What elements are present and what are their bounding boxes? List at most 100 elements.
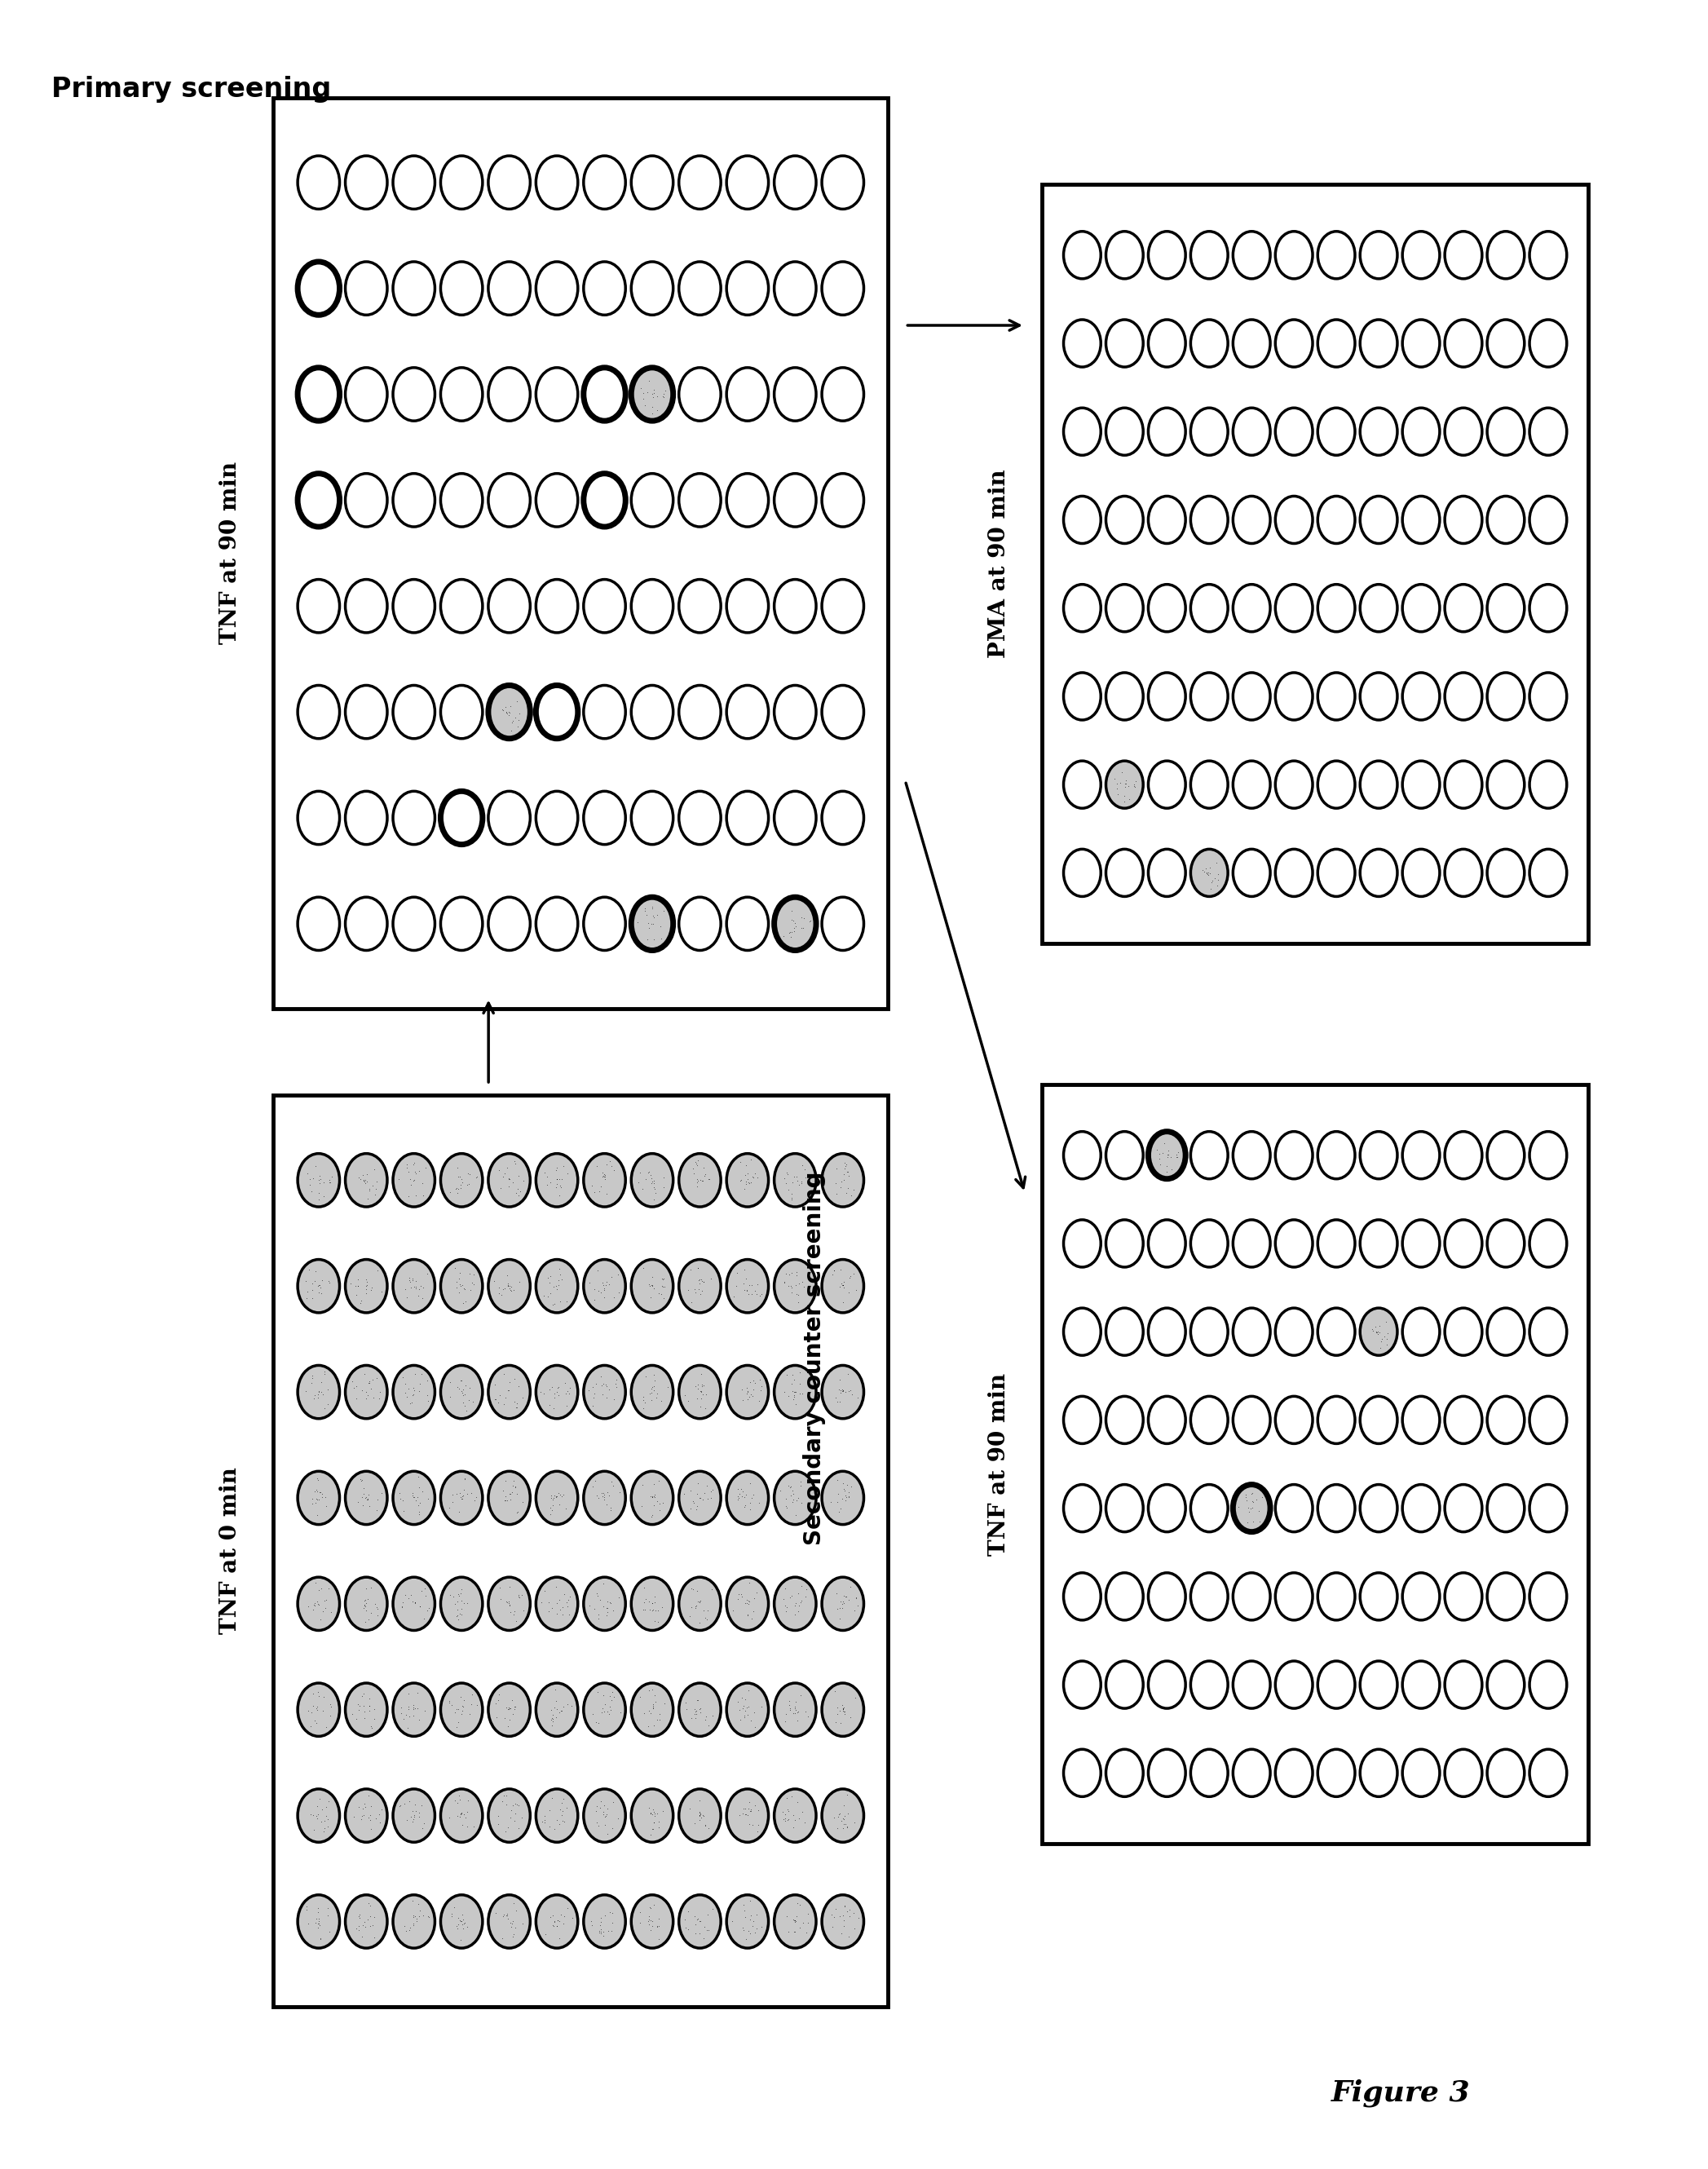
Circle shape (1488, 408, 1525, 455)
Text: TNF at 90 min: TNF at 90 min (220, 462, 241, 644)
Circle shape (1402, 497, 1440, 544)
Circle shape (1064, 1748, 1102, 1796)
Circle shape (1105, 319, 1143, 367)
Circle shape (1064, 672, 1102, 720)
Circle shape (1402, 1219, 1440, 1267)
Circle shape (774, 1154, 816, 1206)
Circle shape (393, 262, 436, 315)
Circle shape (1233, 1573, 1271, 1620)
Circle shape (1445, 1397, 1483, 1445)
Circle shape (632, 367, 673, 421)
Circle shape (1529, 1573, 1566, 1620)
Circle shape (1064, 1132, 1102, 1180)
Circle shape (1360, 1219, 1397, 1267)
Circle shape (393, 1471, 436, 1525)
Circle shape (297, 1577, 340, 1631)
Circle shape (774, 473, 816, 527)
Circle shape (726, 898, 769, 950)
Circle shape (1488, 1308, 1525, 1356)
Circle shape (1105, 1573, 1143, 1620)
Circle shape (441, 262, 483, 315)
Circle shape (1064, 1661, 1102, 1709)
Circle shape (488, 792, 529, 844)
Circle shape (393, 156, 436, 208)
Circle shape (1233, 232, 1271, 280)
Circle shape (297, 685, 340, 740)
Circle shape (726, 579, 769, 633)
Circle shape (1276, 232, 1313, 280)
Circle shape (584, 579, 625, 633)
Circle shape (1190, 1308, 1228, 1356)
Circle shape (393, 1364, 436, 1419)
Circle shape (1488, 1219, 1525, 1267)
Circle shape (1233, 1661, 1271, 1709)
Circle shape (678, 685, 721, 740)
Circle shape (1402, 1308, 1440, 1356)
Text: TNF at 90 min: TNF at 90 min (989, 1373, 1009, 1555)
Circle shape (297, 1364, 340, 1419)
Text: TNF at 0 min: TNF at 0 min (220, 1466, 241, 1635)
Circle shape (1317, 408, 1354, 455)
Circle shape (774, 579, 816, 633)
Circle shape (1190, 761, 1228, 809)
Text: Figure 3: Figure 3 (1331, 2080, 1471, 2106)
Circle shape (584, 262, 625, 315)
Circle shape (393, 1683, 436, 1737)
Circle shape (1402, 408, 1440, 455)
Circle shape (1148, 497, 1185, 544)
Circle shape (488, 1471, 529, 1525)
Circle shape (1402, 1748, 1440, 1796)
Circle shape (822, 1896, 864, 1948)
Circle shape (536, 1896, 577, 1948)
Circle shape (678, 473, 721, 527)
Circle shape (1190, 1397, 1228, 1445)
Circle shape (441, 1471, 483, 1525)
Circle shape (632, 156, 673, 208)
Circle shape (488, 898, 529, 950)
Bar (273, 98, 888, 1009)
Circle shape (822, 1154, 864, 1206)
Circle shape (1445, 761, 1483, 809)
Circle shape (1148, 848, 1185, 896)
Circle shape (488, 156, 529, 208)
Circle shape (345, 262, 388, 315)
Circle shape (393, 792, 436, 844)
Text: PMA at 90 min: PMA at 90 min (989, 469, 1009, 659)
Circle shape (1317, 1219, 1354, 1267)
Circle shape (822, 262, 864, 315)
Circle shape (441, 367, 483, 421)
Circle shape (1445, 672, 1483, 720)
Circle shape (1064, 761, 1102, 809)
Circle shape (1488, 1397, 1525, 1445)
Circle shape (297, 262, 340, 315)
Circle shape (678, 156, 721, 208)
Circle shape (1105, 1484, 1143, 1531)
Circle shape (1190, 232, 1228, 280)
Circle shape (1317, 848, 1354, 896)
Circle shape (1064, 408, 1102, 455)
Circle shape (1360, 232, 1397, 280)
Circle shape (1360, 761, 1397, 809)
Circle shape (1233, 672, 1271, 720)
Circle shape (584, 1577, 625, 1631)
Circle shape (632, 262, 673, 315)
Circle shape (1402, 848, 1440, 896)
Circle shape (297, 1683, 340, 1737)
Circle shape (678, 898, 721, 950)
Circle shape (678, 1789, 721, 1841)
Circle shape (536, 1364, 577, 1419)
Circle shape (1233, 319, 1271, 367)
Circle shape (345, 685, 388, 740)
Circle shape (726, 1364, 769, 1419)
Circle shape (632, 1683, 673, 1737)
Circle shape (1445, 1219, 1483, 1267)
Bar (273, 1095, 888, 2006)
Circle shape (1529, 1132, 1566, 1180)
Circle shape (1402, 583, 1440, 631)
Circle shape (1190, 1219, 1228, 1267)
Circle shape (1317, 1132, 1354, 1180)
Circle shape (1148, 583, 1185, 631)
Circle shape (1529, 1219, 1566, 1267)
Circle shape (774, 1260, 816, 1312)
Circle shape (822, 1577, 864, 1631)
